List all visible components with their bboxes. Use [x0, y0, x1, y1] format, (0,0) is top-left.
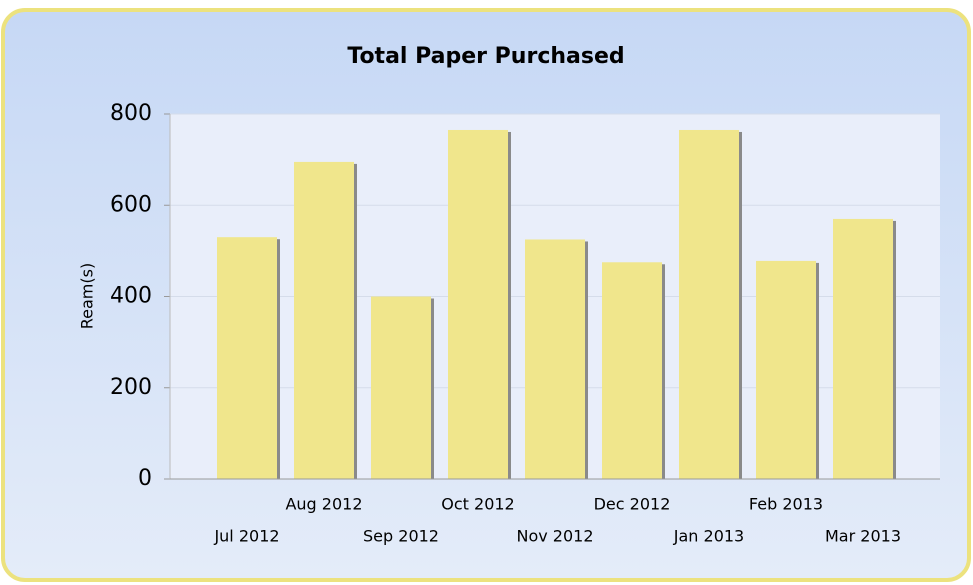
x-tick-label: Jan 2013 [673, 527, 744, 546]
x-tick-label: Sep 2012 [363, 527, 439, 546]
y-tick-label: 600 [110, 192, 152, 217]
x-tick-label: Dec 2012 [594, 495, 671, 514]
x-tick-label: Oct 2012 [441, 495, 514, 514]
chart-title: Total Paper Purchased [347, 44, 624, 69]
x-tick-label: Feb 2013 [749, 495, 823, 514]
y-tick-label: 200 [110, 375, 152, 400]
bar [602, 262, 662, 479]
bar [833, 218, 893, 479]
bar [217, 237, 277, 479]
bar [756, 260, 816, 479]
x-tick-label: Jul 2012 [213, 527, 279, 546]
y-axis-label: Ream(s) [78, 263, 97, 329]
bar [679, 129, 739, 479]
bar [371, 296, 431, 479]
bar [448, 129, 508, 479]
x-tick-label: Mar 2013 [825, 527, 901, 546]
bar [294, 161, 354, 479]
x-tick-label: Aug 2012 [285, 495, 362, 514]
bar [525, 239, 585, 479]
x-tick-label: Nov 2012 [516, 527, 593, 546]
y-tick-label: 0 [138, 466, 152, 491]
y-tick-label: 400 [110, 284, 152, 309]
y-tick-label: 800 [110, 101, 152, 126]
